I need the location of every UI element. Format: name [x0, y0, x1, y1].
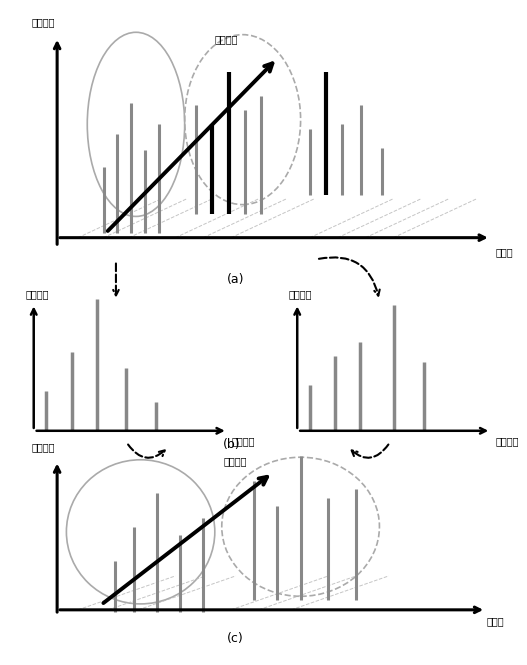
- Text: (a): (a): [227, 273, 245, 285]
- Text: (c): (c): [227, 632, 244, 645]
- Text: 保留时间: 保留时间: [214, 34, 238, 44]
- Text: 信号强度: 信号强度: [289, 289, 313, 299]
- Text: (b): (b): [223, 438, 241, 452]
- Text: 保留时间: 保留时间: [232, 436, 256, 446]
- Text: 保留时间: 保留时间: [224, 456, 247, 465]
- Text: 保留时间: 保留时间: [495, 436, 519, 446]
- Text: 信号强度: 信号强度: [25, 289, 49, 299]
- Text: 信号强度: 信号强度: [32, 17, 55, 27]
- Text: 信号强度: 信号强度: [32, 442, 55, 452]
- Text: 质荷比: 质荷比: [495, 247, 513, 257]
- Text: 质荷比: 质荷比: [486, 616, 504, 626]
